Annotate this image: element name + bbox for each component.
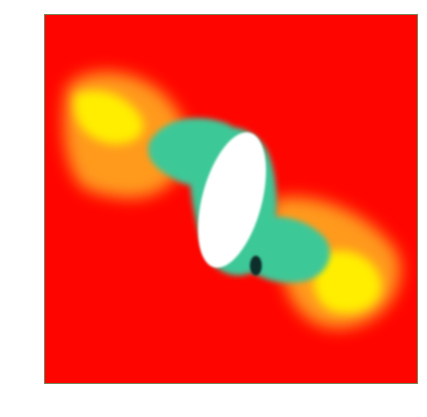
heatmap-image	[44, 14, 418, 384]
dark-spot-ellipse	[249, 255, 262, 276]
white-core-ellipse	[198, 132, 266, 268]
halo-yellow-upper-left	[74, 90, 144, 145]
halo-yellow	[74, 90, 382, 314]
white-core	[198, 132, 266, 268]
halo-yellow-lower-right	[313, 250, 382, 314]
heatmap-svg	[45, 15, 417, 383]
dark-spot	[249, 255, 262, 276]
